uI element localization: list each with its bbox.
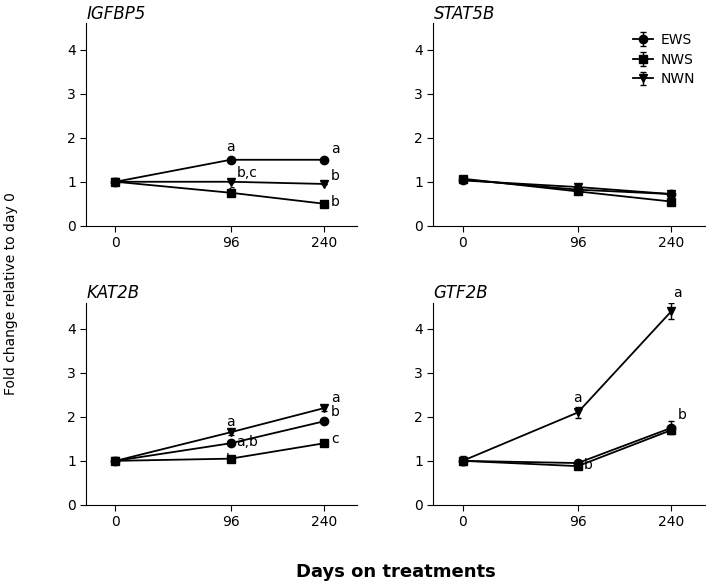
Text: b: b <box>584 458 592 473</box>
Text: c: c <box>226 184 234 198</box>
Text: a: a <box>331 390 339 404</box>
Text: Days on treatments: Days on treatments <box>296 563 495 581</box>
Text: GTF2B: GTF2B <box>434 285 488 302</box>
Text: a: a <box>574 390 582 404</box>
Text: b: b <box>331 195 339 209</box>
Text: b: b <box>331 168 339 183</box>
Text: a,b: a,b <box>237 435 258 449</box>
Text: a: a <box>226 415 235 429</box>
Text: a: a <box>331 142 339 156</box>
Text: STAT5B: STAT5B <box>434 5 495 23</box>
Text: a: a <box>674 286 682 301</box>
Text: IGFBP5: IGFBP5 <box>86 5 146 23</box>
Text: b: b <box>331 405 339 419</box>
Legend: EWS, NWS, NWN: EWS, NWS, NWN <box>630 31 697 89</box>
Text: c: c <box>331 433 339 446</box>
Text: a: a <box>226 140 235 154</box>
Text: b: b <box>226 453 235 467</box>
Text: b: b <box>678 408 687 422</box>
Text: KAT2B: KAT2B <box>86 285 139 302</box>
Text: Fold change relative to day 0: Fold change relative to day 0 <box>4 192 18 395</box>
Text: b,c: b,c <box>237 166 257 180</box>
